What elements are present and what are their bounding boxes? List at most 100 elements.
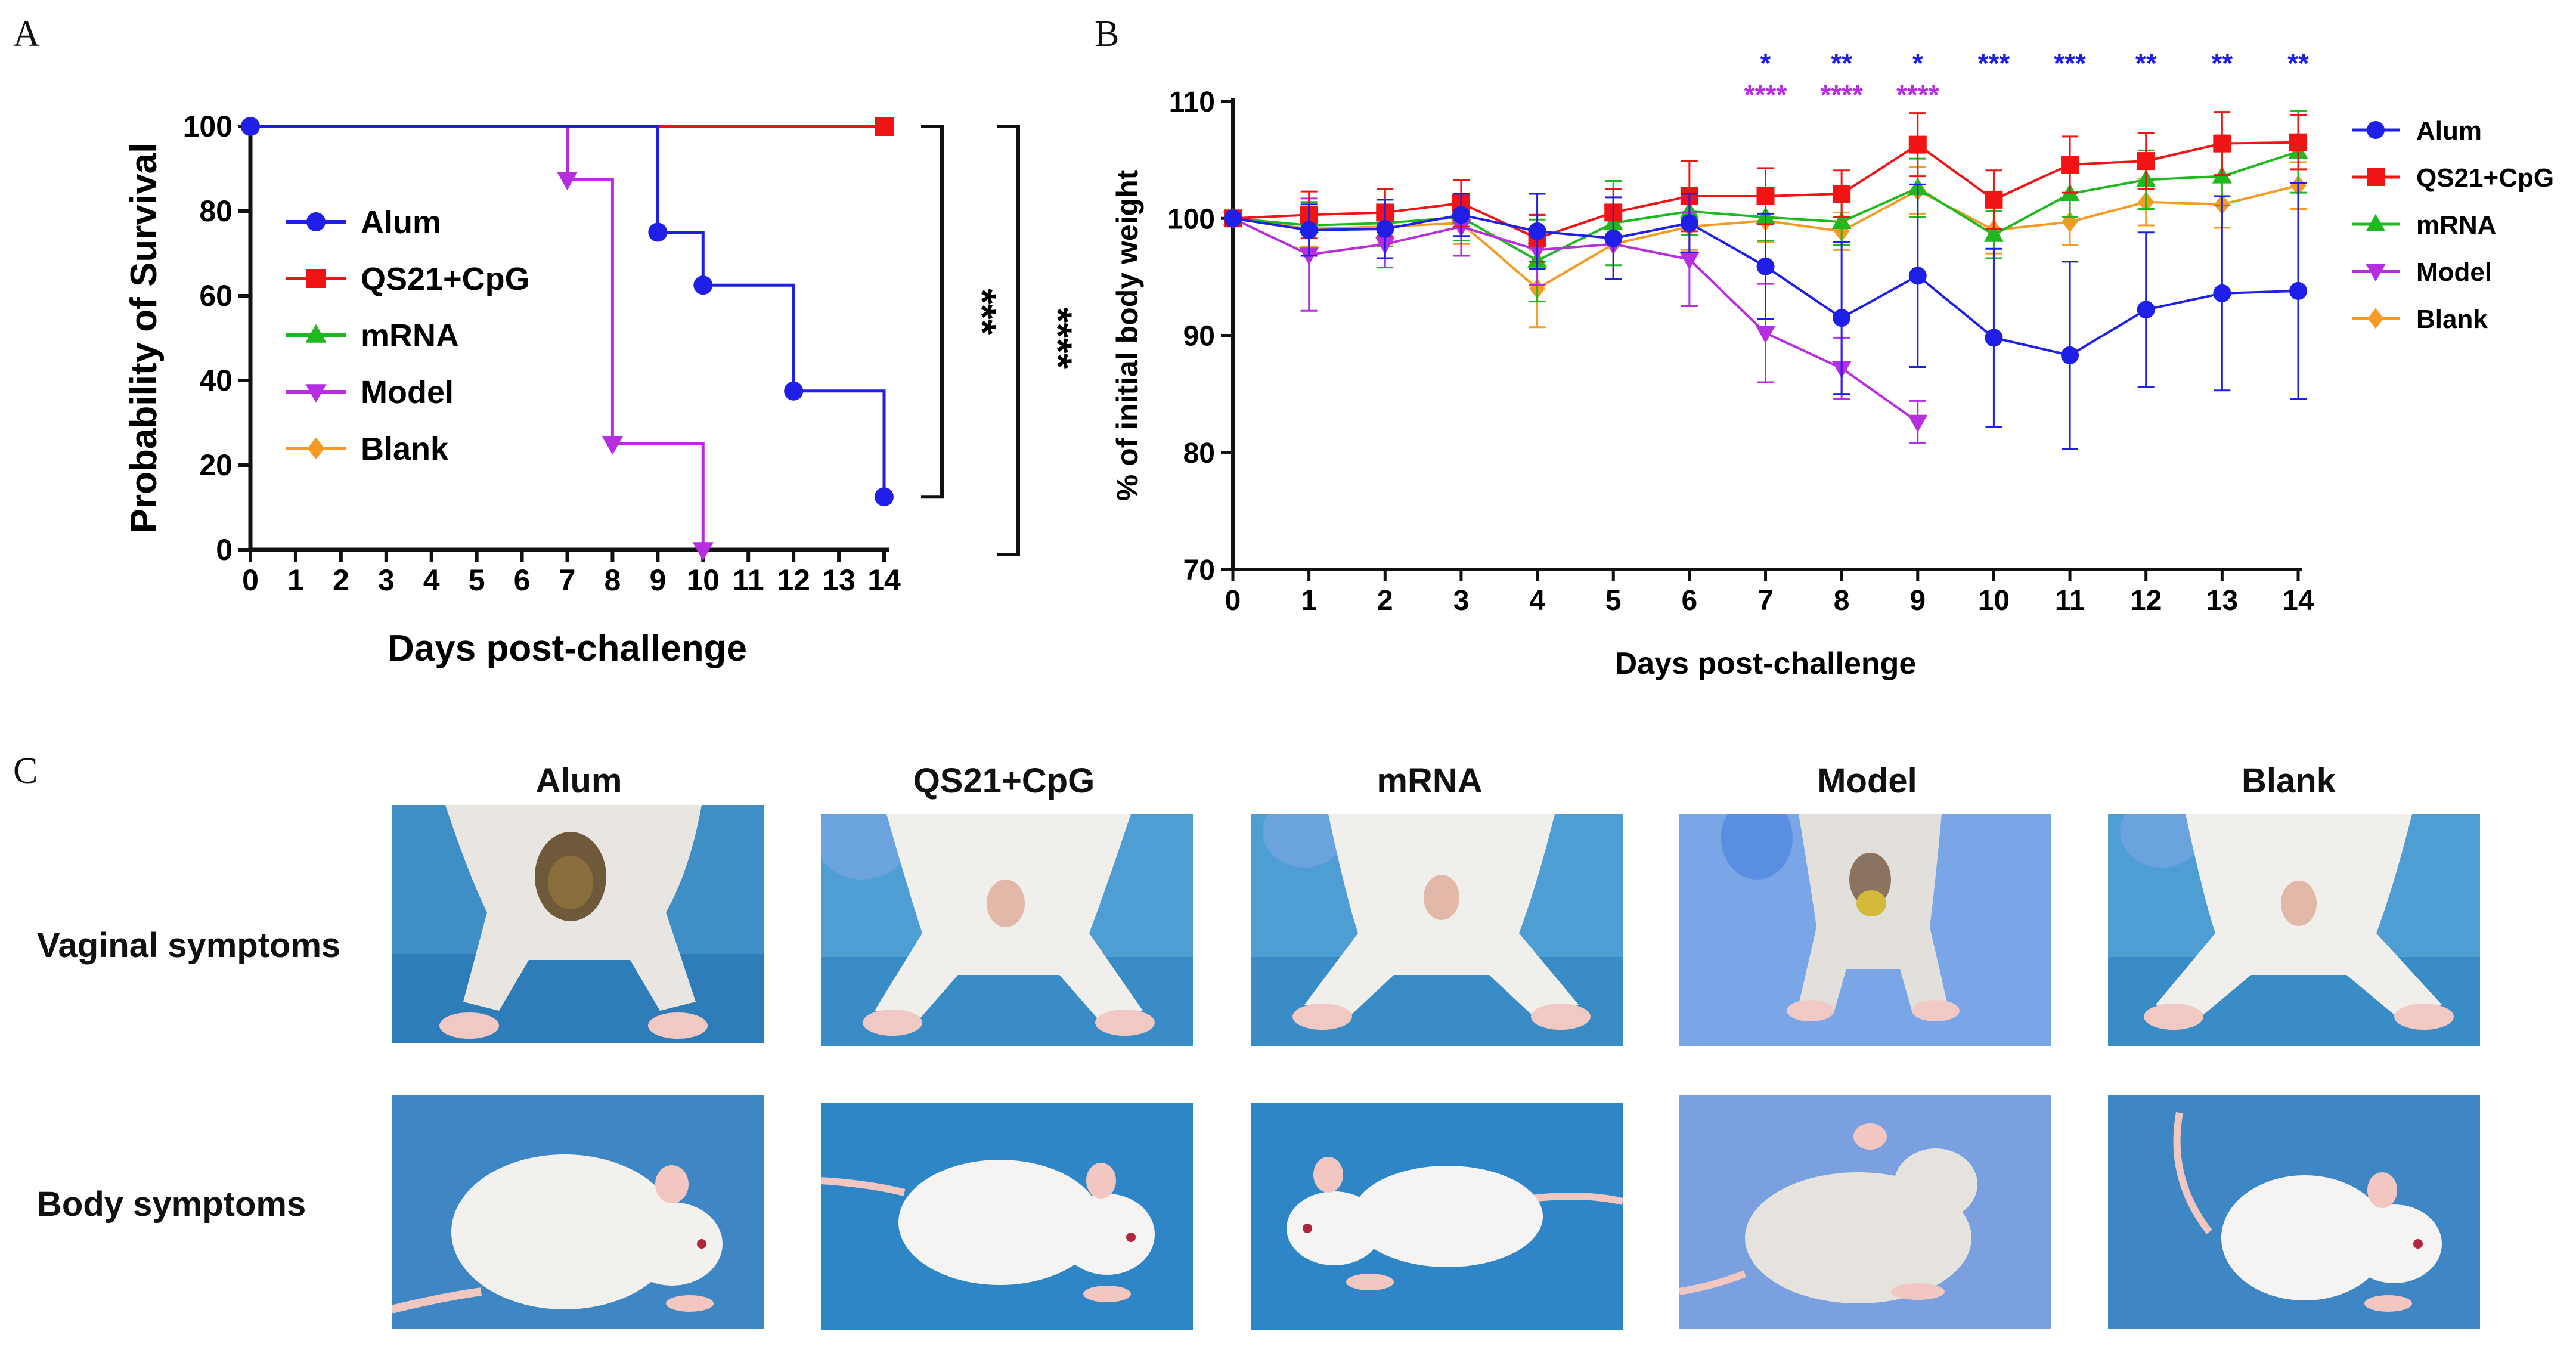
x-tick-label: 7 <box>1757 585 1774 617</box>
y-tick-label: 20 <box>199 448 233 482</box>
legend-marker-alum <box>306 212 326 231</box>
legend-label-model: Model <box>361 374 454 410</box>
panel-label-b: B <box>1095 14 1120 54</box>
x-tick-label: 1 <box>287 563 304 597</box>
x-tick-label: 7 <box>559 563 576 597</box>
y-tick-label: 110 <box>1169 86 1215 118</box>
y-axis-title: % of initial body weight <box>1111 169 1144 501</box>
y-tick-label: 80 <box>199 194 233 228</box>
photo-model-body <box>1679 1095 2051 1329</box>
significance-alum-day-7: * <box>1760 48 1771 79</box>
weight-point-alum <box>1224 209 1242 228</box>
panel-label-a: A <box>13 14 40 54</box>
survival-point-alum <box>241 117 260 136</box>
legend-marker-alum <box>2367 121 2385 139</box>
legend-marker-qs21-cpg <box>306 269 326 288</box>
photo-mrna-vaginal <box>1251 814 1623 1046</box>
weight-point-model <box>1908 414 1928 432</box>
weight-point-model <box>1679 252 1700 270</box>
x-tick-label: 2 <box>333 563 349 597</box>
survival-point-alum <box>875 487 894 507</box>
x-tick-label: 11 <box>2055 585 2085 617</box>
x-tick-label: 0 <box>242 563 259 597</box>
y-tick-label: 80 <box>1183 438 1215 469</box>
legend-label-mrna: mRNA <box>2416 210 2496 240</box>
significance-alum-day-11: *** <box>2054 48 2086 79</box>
legend-marker-model <box>2366 264 2386 282</box>
weight-point-alum <box>1908 267 1927 285</box>
x-tick-label: 14 <box>867 563 901 597</box>
weight-point-model <box>1756 326 1775 343</box>
weight-point-qs21-cpg <box>1908 135 1927 154</box>
x-tick-label: 5 <box>469 563 485 597</box>
x-tick-label: 11 <box>733 563 764 597</box>
weight-point-alum <box>1528 222 1546 240</box>
x-tick-label: 13 <box>822 563 855 597</box>
weight-point-alum <box>1300 221 1318 239</box>
legend-label-qs21-cpg: QS21+CpG <box>2416 163 2554 193</box>
survival-point-model <box>602 436 624 455</box>
legend-label-alum: Alum <box>361 205 441 240</box>
x-tick-label: 0 <box>1225 585 1241 617</box>
survival-point-model <box>556 171 578 191</box>
legend-marker-model <box>305 384 327 403</box>
weight-point-qs21-cpg <box>2213 134 2231 153</box>
x-tick-label: 5 <box>1605 585 1622 617</box>
legend-marker-mrna <box>305 324 327 343</box>
photo-blank-vaginal <box>2108 814 2480 1046</box>
weight-point-mrna <box>1983 224 2004 242</box>
legend-marker-mrna <box>2366 213 2386 231</box>
photo-mrna-body <box>1251 1103 1623 1330</box>
weight-point-alum <box>1833 309 1851 327</box>
legend-label-model: Model <box>2416 258 2492 287</box>
weight-point-alum <box>2289 281 2307 300</box>
legend-label-blank: Blank <box>361 431 449 467</box>
weight-point-alum <box>2213 284 2231 302</box>
x-tick-label: 6 <box>1682 585 1698 617</box>
photo-blank-body <box>2108 1095 2480 1329</box>
survival-point-qs21-cpg <box>875 117 894 136</box>
weight-point-qs21-cpg <box>2289 133 2307 151</box>
photo-qs21-body <box>821 1103 1193 1330</box>
y-tick-label: 60 <box>199 279 233 312</box>
survival-point-alum <box>693 275 713 295</box>
x-tick-label: 10 <box>1978 585 2010 617</box>
x-tick-label: 12 <box>777 563 810 597</box>
y-tick-label: 70 <box>1183 555 1215 586</box>
photo-alum-body <box>392 1095 764 1329</box>
weight-point-qs21-cpg <box>2061 155 2079 174</box>
x-tick-label: 12 <box>2130 585 2162 617</box>
weight-point-qs21-cpg <box>1985 190 2003 209</box>
bracket-model <box>997 125 1020 556</box>
y-tick-label: 0 <box>216 533 233 566</box>
column-header-model: Model <box>1817 761 1917 800</box>
weight-point-alum <box>1604 229 1623 247</box>
x-tick-label: 1 <box>1301 585 1317 617</box>
weight-point-mrna <box>1831 211 1852 230</box>
column-header-qs21-cpg: QS21+CpG <box>913 761 1095 800</box>
row-header-body: Body symptoms <box>37 1185 306 1224</box>
x-tick-label: 10 <box>686 563 720 597</box>
survival-point-alum <box>648 222 668 242</box>
significance-alum-day-8: ** <box>1831 48 1852 79</box>
weight-point-qs21-cpg <box>2137 152 2155 171</box>
weight-point-alum <box>1452 206 1470 224</box>
x-tick-label: 9 <box>649 563 666 597</box>
x-tick-label: 3 <box>378 563 395 597</box>
significance-alum-day-13: ** <box>2211 48 2233 79</box>
x-axis-title: Days post-challenge <box>388 628 747 669</box>
y-tick-label: 100 <box>1167 203 1215 235</box>
legend-marker-blank <box>2367 308 2384 329</box>
significance-model-day-9: **** <box>1896 79 1939 110</box>
significance-alum-day-14: ** <box>2287 48 2309 79</box>
legend-marker-qs21-cpg <box>2367 168 2385 186</box>
significance-alum-day-12: ** <box>2135 48 2157 79</box>
photo-alum-vaginal <box>392 805 764 1043</box>
y-tick-label: 90 <box>1183 321 1215 352</box>
significance-model-day-8: **** <box>1820 79 1863 110</box>
weight-line-model <box>1232 217 1918 423</box>
x-tick-label: 4 <box>423 563 440 597</box>
weight-point-alum <box>1756 257 1775 275</box>
column-header-mrna: mRNA <box>1377 761 1483 800</box>
